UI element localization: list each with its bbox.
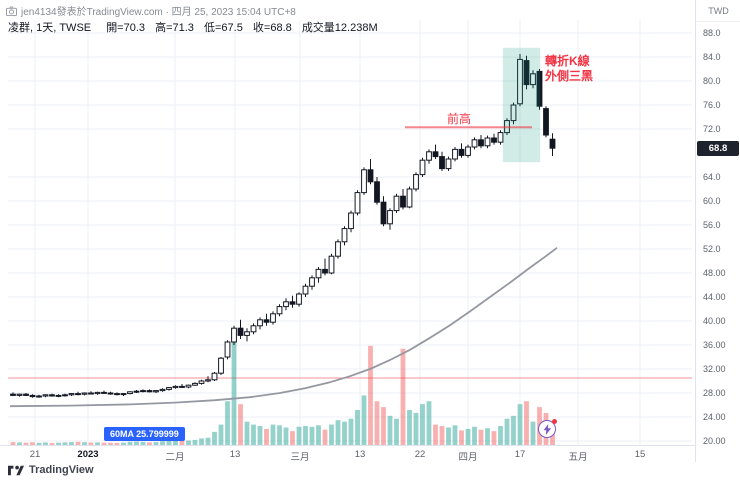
- price-tick-label: 40.00: [703, 316, 726, 326]
- price-tick-label: 24.00: [703, 412, 726, 422]
- price-tick-label: 28.00: [703, 388, 726, 398]
- price-tick-label: 20.00: [703, 436, 726, 446]
- price-tick-label: 56.0: [703, 220, 721, 230]
- camera-icon: [6, 5, 17, 16]
- footer-brand[interactable]: TradingView: [8, 464, 94, 476]
- time-tick-label: 22: [414, 449, 426, 460]
- ohlc-low: 低=67.5: [204, 22, 243, 34]
- time-tick-label: 17: [514, 449, 526, 460]
- attribution-row: jen4134發表於TradingView.com · 四月 25, 2023 …: [6, 3, 296, 18]
- prev-high-label[interactable]: 前高: [447, 112, 472, 126]
- highlight-box[interactable]: [502, 47, 541, 163]
- time-tick-label: 13: [229, 449, 241, 460]
- time-tick-label: 二月: [165, 452, 185, 463]
- price-axis[interactable]: TWD 88.0 84.0 80.0 76.0 72.0 64.0 60.0 56.0 52.0…: [695, 0, 740, 462]
- gridlines: [8, 20, 692, 445]
- price-tick-label: 44.00: [703, 292, 726, 302]
- last-price-badge: 68.8: [697, 141, 739, 157]
- time-tick-label: 五月: [568, 452, 588, 463]
- time-tick-label: 21: [29, 449, 41, 460]
- reversal-note[interactable]: 轉折K線 外側三黑: [545, 54, 593, 84]
- notification-dot: [552, 419, 557, 424]
- ohlc-close: 收=68.8: [252, 22, 292, 34]
- currency-label: TWD: [696, 0, 740, 22]
- price-tick-label: 64.0: [703, 172, 721, 182]
- reversal-note-line1: 轉折K線: [545, 54, 590, 68]
- ohlc-open: 開=70.3: [106, 22, 146, 34]
- flash-button[interactable]: [538, 419, 557, 438]
- price-tick-label: 32.00: [703, 364, 726, 374]
- reversal-note-line2: 外側三黑: [545, 69, 594, 83]
- price-tick-label: 48.00: [703, 268, 726, 278]
- price-tick-label: 36.00: [703, 340, 726, 350]
- attribution-text[interactable]: jen4134發表於TradingView.com · 四月 25, 2023 …: [21, 7, 296, 18]
- price-tick-label: 76.0: [703, 100, 721, 110]
- footer-brand-text: TradingView: [29, 464, 94, 476]
- symbol-title[interactable]: 凌群, 1天, TWSE: [8, 22, 92, 34]
- time-tick-label: 三月: [290, 452, 310, 463]
- symbol-ohlc-row: 凌群, 1天, TWSE 開=70.3 高=71.3 低=67.5 收=68.8…: [8, 19, 385, 35]
- ma60-line[interactable]: [9, 247, 558, 408]
- time-axis[interactable]: 21 2023 二月 13 三月 13 22 四月 17 五月 15: [0, 445, 695, 463]
- tradingview-logo-icon: [8, 465, 24, 475]
- flash-icon: [543, 423, 551, 435]
- price-tick-label: 84.0: [703, 52, 721, 62]
- time-tick-label: 2023: [77, 449, 99, 460]
- ohlc-high: 高=71.3: [155, 22, 194, 34]
- ma60-badge[interactable]: 60MA 25.799999: [104, 427, 185, 441]
- price-tick-label: 80.0: [703, 76, 721, 86]
- price-tick-label: 60.0: [703, 196, 721, 206]
- price-tick-label: 52.0: [703, 244, 721, 254]
- volume-readout: 成交量12.238M: [301, 22, 378, 34]
- price-tick-label: 88.0: [703, 28, 721, 38]
- time-tick-label: 15: [634, 449, 646, 460]
- price-tick-label: 72.0: [703, 124, 721, 134]
- candles: [10, 54, 556, 398]
- time-tick-label: 13: [354, 449, 366, 460]
- time-tick-label: 四月: [458, 452, 478, 463]
